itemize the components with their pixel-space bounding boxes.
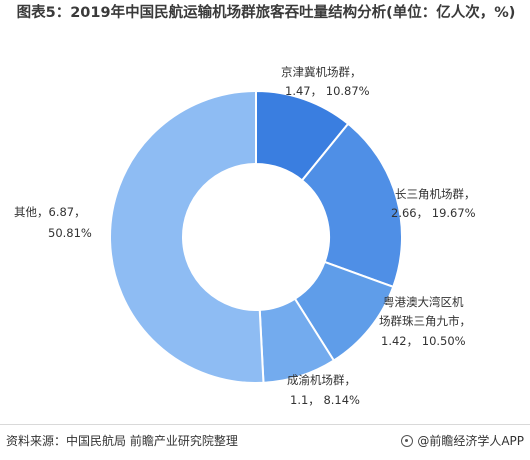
chart-title: 图表5：2019年中国民航运输机场群旅客吞吐量结构分析(单位：亿人次，%)	[16, 5, 516, 21]
label-yuegangao-line1: 粤港澳大湾区机	[383, 295, 464, 309]
label-yuegangao-line2: 场群珠三角九市，	[379, 314, 471, 328]
label-chengyu-line1: 成渝机场群，	[287, 373, 356, 387]
brand-mark: @前瞻经济学人APP	[401, 432, 524, 449]
label-other-line2: 50.81%	[48, 226, 92, 240]
label-jingjinji-line1: 京津冀机场群，	[281, 65, 362, 79]
brand-label: @前瞻经济学人APP	[417, 434, 524, 448]
slice-labels: 京津冀机场群， 1.47， 10.87% 长三角机场群， 2.66， 19.67…	[14, 65, 476, 407]
source-note: 资料来源：中国民航局 前瞻产业研究院整理	[6, 434, 238, 448]
donut-slices	[108, 89, 403, 384]
footer: 资料来源：中国民航局 前瞻产业研究院整理 @前瞻经济学人APP	[0, 424, 530, 460]
label-other-line1: 其他，6.87，	[14, 205, 86, 219]
slice-changsanjiao	[300, 122, 403, 289]
label-yuegangao-line3: 1.42， 10.50%	[381, 334, 466, 348]
label-changsanjiao-line2: 2.66， 19.67%	[391, 206, 476, 220]
label-chengyu-line2: 1.1， 8.14%	[290, 393, 360, 407]
slice-other	[108, 89, 265, 384]
brand-logo-icon	[401, 434, 414, 447]
label-changsanjiao-line1: 长三角机场群，	[395, 187, 476, 201]
label-jingjinji-line2: 1.47， 10.87%	[285, 84, 370, 98]
donut-chart: 京津冀机场群， 1.47， 10.87% 长三角机场群， 2.66， 19.67…	[14, 65, 476, 407]
